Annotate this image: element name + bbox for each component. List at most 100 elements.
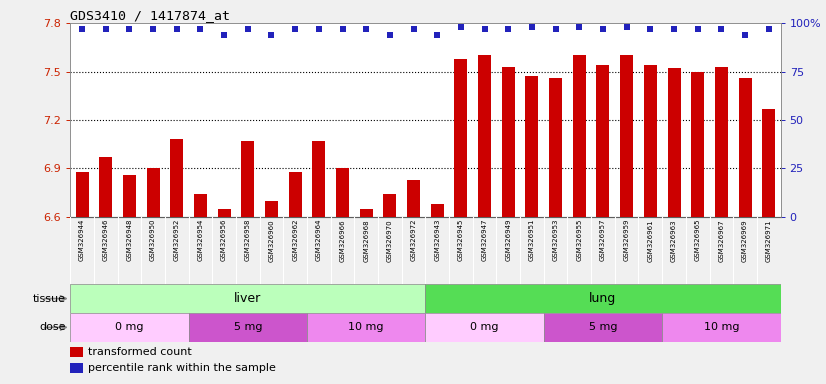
Text: 10 mg: 10 mg bbox=[704, 322, 739, 333]
Point bbox=[714, 26, 728, 32]
Bar bbox=[738, 78, 752, 217]
Text: 0 mg: 0 mg bbox=[115, 322, 144, 333]
Point bbox=[407, 26, 420, 32]
Point bbox=[146, 26, 159, 32]
Point bbox=[596, 26, 610, 32]
Text: GSM326967: GSM326967 bbox=[719, 219, 724, 262]
Text: GSM326957: GSM326957 bbox=[600, 219, 606, 262]
Text: GSM326968: GSM326968 bbox=[363, 219, 369, 262]
Bar bbox=[307, 313, 425, 342]
Point bbox=[383, 31, 396, 38]
Text: GSM326950: GSM326950 bbox=[150, 219, 156, 262]
Bar bbox=[170, 139, 183, 217]
Text: GSM326961: GSM326961 bbox=[648, 219, 653, 262]
Point bbox=[430, 31, 444, 38]
Bar bbox=[70, 313, 188, 342]
Text: GSM326954: GSM326954 bbox=[197, 219, 203, 262]
Text: transformed count: transformed count bbox=[88, 347, 192, 357]
Text: GSM326951: GSM326951 bbox=[529, 219, 535, 262]
Point bbox=[762, 26, 776, 32]
Text: GSM326946: GSM326946 bbox=[102, 219, 109, 262]
Text: GSM326947: GSM326947 bbox=[482, 219, 487, 262]
Point bbox=[738, 31, 752, 38]
Bar bbox=[241, 141, 254, 217]
Text: GSM326952: GSM326952 bbox=[173, 219, 180, 262]
Bar bbox=[643, 65, 657, 217]
Bar bbox=[667, 68, 681, 217]
Text: 0 mg: 0 mg bbox=[470, 322, 499, 333]
Text: GSM326959: GSM326959 bbox=[624, 219, 629, 262]
Text: GSM326969: GSM326969 bbox=[742, 219, 748, 262]
Point bbox=[525, 24, 539, 30]
Bar bbox=[75, 172, 88, 217]
Text: GSM326971: GSM326971 bbox=[766, 219, 771, 262]
Bar bbox=[691, 71, 705, 217]
Text: GSM326958: GSM326958 bbox=[244, 219, 251, 262]
Bar bbox=[425, 313, 544, 342]
Bar bbox=[544, 313, 662, 342]
Bar bbox=[336, 169, 349, 217]
Bar bbox=[620, 55, 634, 217]
Text: GSM326953: GSM326953 bbox=[553, 219, 558, 262]
Bar bbox=[194, 194, 207, 217]
Point bbox=[312, 26, 325, 32]
Bar bbox=[188, 313, 307, 342]
Point bbox=[643, 26, 657, 32]
Bar bbox=[478, 55, 491, 217]
Bar bbox=[425, 284, 781, 313]
Text: GSM326955: GSM326955 bbox=[577, 219, 582, 262]
Bar bbox=[70, 347, 83, 357]
Bar bbox=[407, 180, 420, 217]
Text: 5 mg: 5 mg bbox=[589, 322, 617, 333]
Text: GSM326962: GSM326962 bbox=[292, 219, 298, 262]
Point bbox=[288, 26, 301, 32]
Bar bbox=[430, 204, 444, 217]
Point bbox=[217, 31, 230, 38]
Text: 5 mg: 5 mg bbox=[234, 322, 262, 333]
Point bbox=[549, 26, 563, 32]
Text: 10 mg: 10 mg bbox=[349, 322, 384, 333]
Text: GSM326943: GSM326943 bbox=[434, 219, 440, 262]
Text: percentile rank within the sample: percentile rank within the sample bbox=[88, 363, 276, 373]
Text: GSM326964: GSM326964 bbox=[316, 219, 322, 262]
Text: lung: lung bbox=[590, 292, 616, 305]
Bar bbox=[70, 284, 425, 313]
Text: GSM326945: GSM326945 bbox=[458, 219, 464, 262]
Bar bbox=[525, 76, 539, 217]
Bar bbox=[265, 201, 278, 217]
Text: liver: liver bbox=[235, 292, 261, 305]
Point bbox=[454, 24, 468, 30]
Point bbox=[170, 26, 183, 32]
Point bbox=[194, 26, 207, 32]
Point bbox=[478, 26, 491, 32]
Point bbox=[99, 26, 112, 32]
Point bbox=[265, 31, 278, 38]
Bar bbox=[359, 209, 373, 217]
Text: GSM326963: GSM326963 bbox=[671, 219, 677, 262]
Bar bbox=[762, 109, 776, 217]
Bar bbox=[501, 67, 515, 217]
Bar bbox=[146, 169, 159, 217]
Point bbox=[501, 26, 515, 32]
Point bbox=[359, 26, 373, 32]
Bar bbox=[288, 172, 301, 217]
Bar bbox=[70, 363, 83, 373]
Point bbox=[691, 26, 705, 32]
Bar bbox=[662, 313, 781, 342]
Text: GSM326966: GSM326966 bbox=[339, 219, 345, 262]
Text: GSM326972: GSM326972 bbox=[411, 219, 416, 262]
Text: GSM326960: GSM326960 bbox=[268, 219, 274, 262]
Bar bbox=[99, 157, 112, 217]
Bar bbox=[714, 67, 728, 217]
Bar bbox=[549, 78, 563, 217]
Text: GSM326956: GSM326956 bbox=[221, 219, 227, 262]
Text: tissue: tissue bbox=[33, 293, 66, 304]
Point bbox=[667, 26, 681, 32]
Text: GSM326949: GSM326949 bbox=[506, 219, 511, 262]
Text: dose: dose bbox=[40, 322, 66, 333]
Text: GDS3410 / 1417874_at: GDS3410 / 1417874_at bbox=[70, 9, 230, 22]
Point bbox=[241, 26, 254, 32]
Bar bbox=[596, 65, 610, 217]
Bar bbox=[123, 175, 136, 217]
Point bbox=[123, 26, 136, 32]
